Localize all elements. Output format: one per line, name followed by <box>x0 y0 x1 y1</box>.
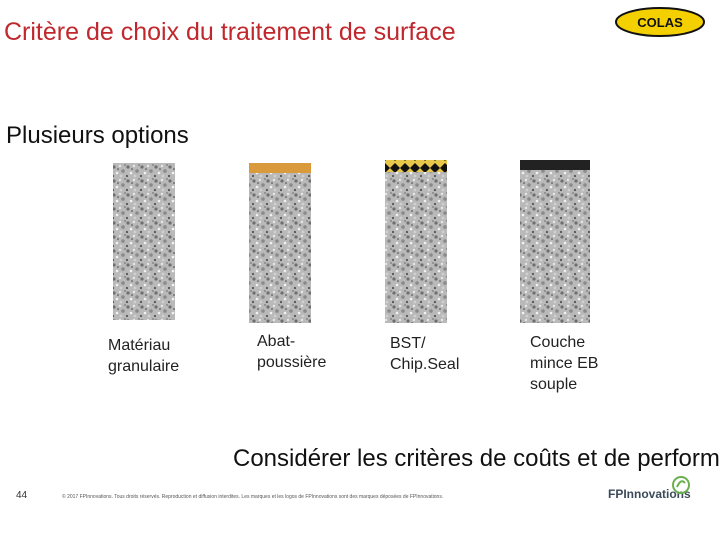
option-label: Matériau granulaire <box>108 335 179 377</box>
label-line: souple <box>530 376 578 393</box>
option-label: Abat- poussière <box>257 331 326 373</box>
option-label: Couche mince EB souple <box>530 332 598 395</box>
column <box>249 163 311 323</box>
page-number: 44 <box>16 490 28 501</box>
label-line: Couche <box>530 334 586 351</box>
label-line: BST/ <box>390 335 426 352</box>
asphalt-layer <box>520 160 590 170</box>
dust-layer <box>249 163 311 173</box>
title: Critère de choix du traitement de surfac… <box>4 18 456 46</box>
column <box>113 163 175 320</box>
conclusion: Considérer les critères de coûts et de p… <box>233 445 720 472</box>
label-line: poussière <box>257 354 327 371</box>
copyright: © 2017 FPInnovations. Tous droits réserv… <box>62 494 444 500</box>
logo-text: COLAS <box>637 15 683 30</box>
colas-logo: COLAS <box>615 7 705 37</box>
label-line: Matériau <box>108 337 171 354</box>
label-line: mince EB <box>530 355 599 372</box>
label-line: granulaire <box>108 358 180 375</box>
subtitle: Plusieurs options <box>6 122 189 149</box>
option-label: BST/ Chip.Seal <box>390 333 459 375</box>
fp-logo: FPInnovations <box>608 487 691 501</box>
fp-logo-icon <box>672 476 690 494</box>
chip-layer <box>385 160 447 172</box>
label-line: Chip.Seal <box>390 356 460 373</box>
column <box>520 160 590 323</box>
label-line: Abat- <box>257 333 296 350</box>
column <box>385 160 447 323</box>
options-illustration <box>113 160 590 323</box>
